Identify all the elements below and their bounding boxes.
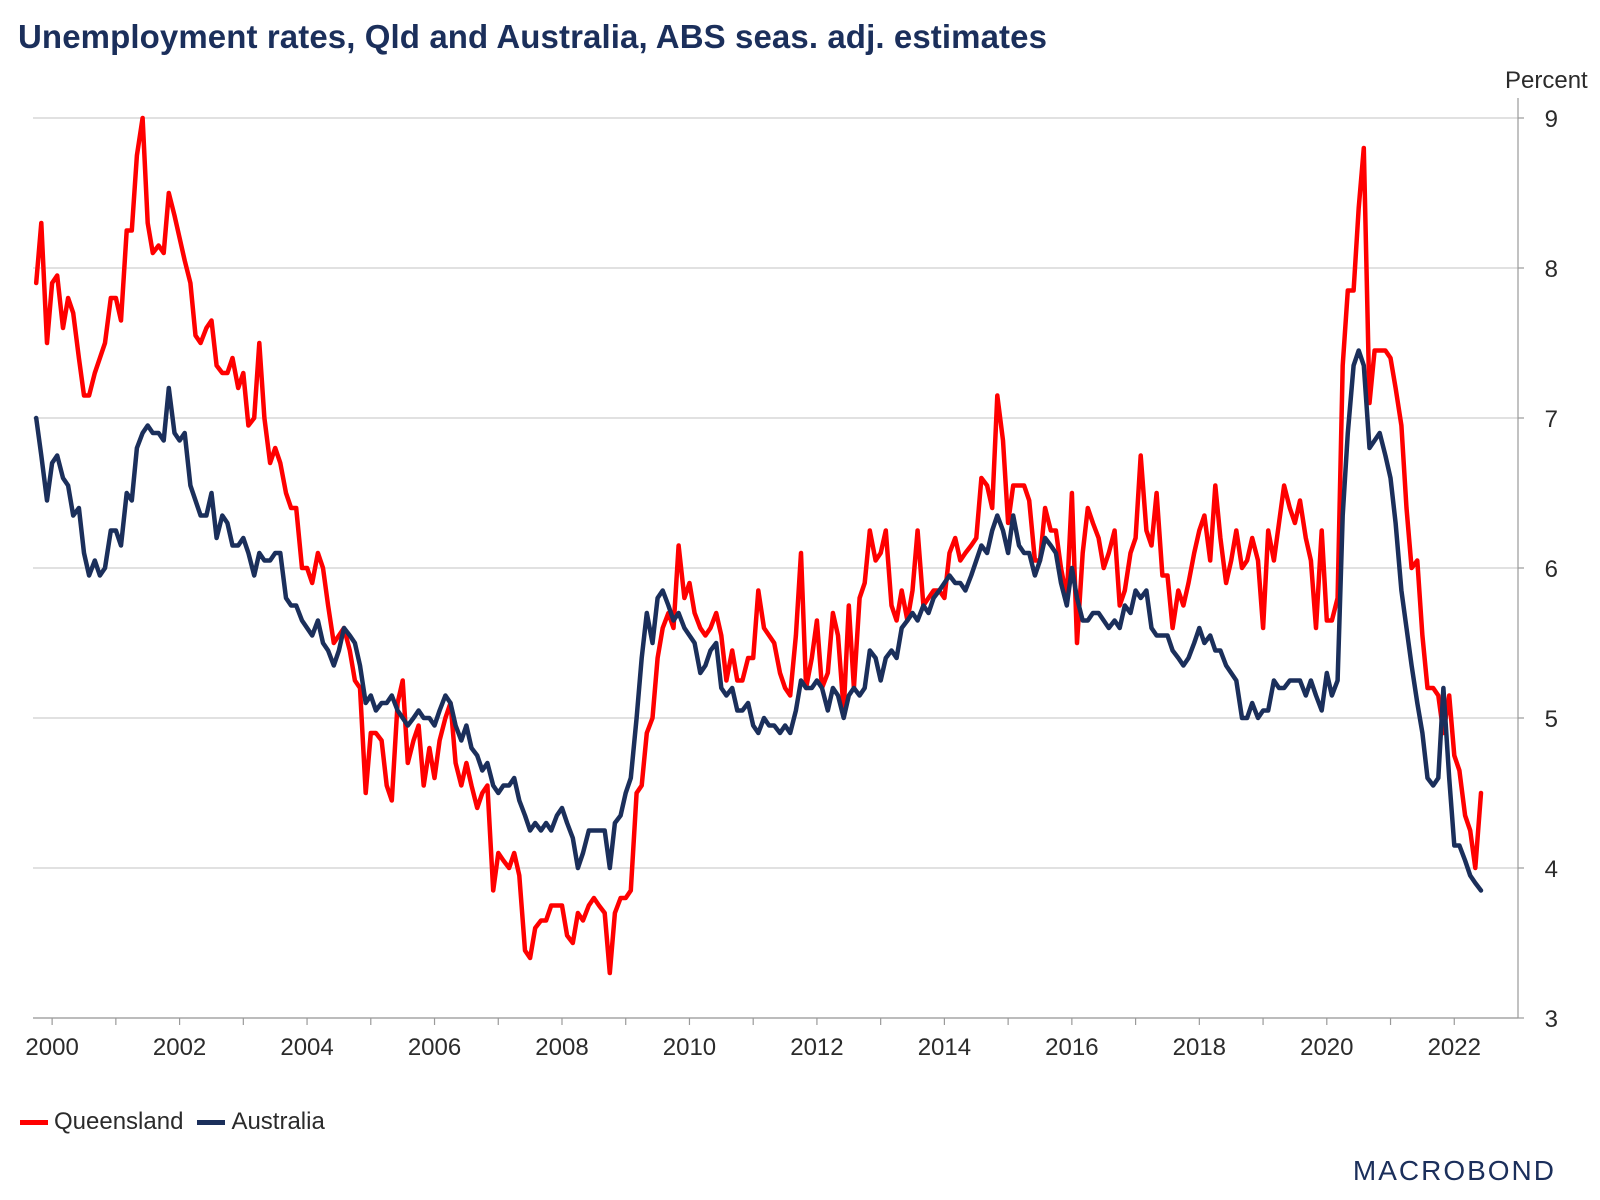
y-tick-label-6: 6	[1545, 556, 1558, 583]
legend-swatch-queensland	[20, 1119, 48, 1125]
x-tick-label-2006: 2006	[408, 1034, 461, 1061]
legend-item-australia: Australia	[197, 1108, 325, 1136]
legend-label-australia: Australia	[231, 1108, 325, 1135]
axes: 3 4 5 6 7 8 9 2000 2002 2004 2006 2008 2010 2012 2014 2…	[25, 98, 1558, 1061]
y-tick-label-4: 4	[1545, 856, 1558, 883]
legend-label-queensland: Queensland	[54, 1108, 184, 1135]
y-tick-label-5: 5	[1545, 706, 1558, 733]
legend-item-queensland: Queensland	[20, 1108, 183, 1136]
series-lines	[33, 115, 1484, 976]
x-tick-label-2000: 2000	[25, 1034, 78, 1061]
y-tick-label-3: 3	[1545, 1006, 1558, 1033]
y-tick-label-8: 8	[1545, 256, 1558, 283]
x-tick-label-2018: 2018	[1173, 1034, 1226, 1061]
legend-swatch-australia	[197, 1119, 226, 1125]
x-tick-label-2016: 2016	[1045, 1034, 1098, 1061]
x-tick-label-2002: 2002	[153, 1034, 206, 1061]
series-line-australia	[33, 348, 1484, 893]
x-tick-label-2020: 2020	[1300, 1034, 1353, 1061]
x-tick-label-2012: 2012	[790, 1034, 843, 1061]
x-tick-label-2008: 2008	[535, 1034, 588, 1061]
legend: Queensland Australia	[20, 1108, 339, 1136]
x-tick-label-2004: 2004	[280, 1034, 333, 1061]
macrobond-logo: MACROBOND	[1352, 1155, 1556, 1186]
y-tick-label-7: 7	[1545, 406, 1558, 433]
series-line-queensland	[33, 115, 1484, 976]
chart-title: Unemployment rates, Qld and Australia, A…	[18, 18, 1048, 55]
x-tick-label-2010: 2010	[663, 1034, 716, 1061]
y-axis-unit-label: Percent	[1505, 67, 1588, 94]
x-tick-label-2022: 2022	[1428, 1034, 1481, 1061]
x-tick-label-2014: 2014	[918, 1034, 971, 1061]
y-tick-label-9: 9	[1545, 106, 1558, 133]
